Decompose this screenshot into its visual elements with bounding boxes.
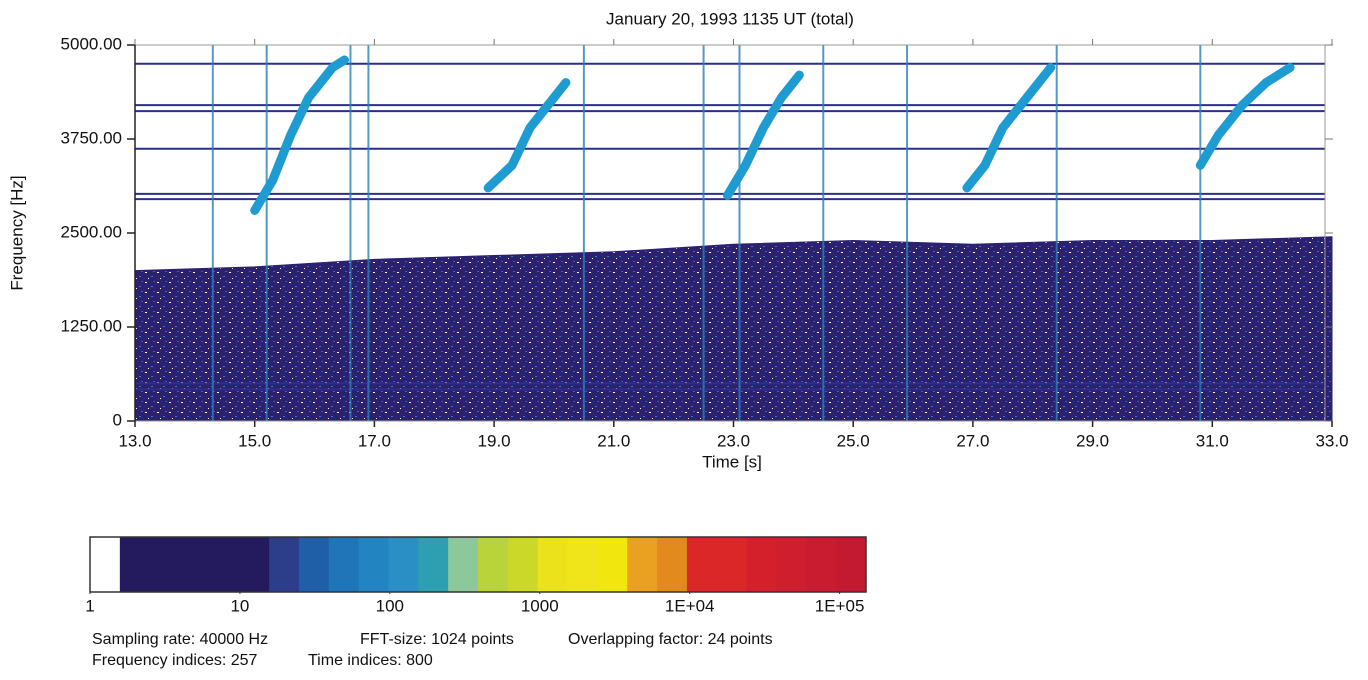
colorbar-cell <box>806 537 837 592</box>
colorbar-tick-label: 10 <box>230 596 249 615</box>
whistler-trace <box>962 63 1056 193</box>
y-tick-label: 0 <box>113 410 122 429</box>
x-tick-label: 33.0 <box>1315 431 1348 450</box>
chart-title: January 20, 1993 1135 UT (total) <box>606 9 854 28</box>
note: Sampling rate: 40000 Hz <box>92 631 268 648</box>
colorbar-cell <box>149 537 181 592</box>
colorbar-cell <box>119 537 151 592</box>
colorbar-cell <box>448 537 479 592</box>
y-tick-label: 5000.00 <box>61 34 122 53</box>
x-tick-label: 15.0 <box>238 431 271 450</box>
colorbar-frame <box>89 536 867 593</box>
colorbar: 1 10 100 1000 1E+04 1E+05 <box>85 536 867 615</box>
colorbar-cell <box>269 537 300 592</box>
colorbar-cell <box>478 537 509 592</box>
colorbar-cell <box>179 537 210 592</box>
x-tick-label: 29.0 <box>1076 431 1109 450</box>
note: Frequency indices: 257 <box>92 652 258 669</box>
colorbar-cell <box>90 537 121 592</box>
whistler-trace <box>250 55 349 215</box>
x-axis-label: Time [s] <box>702 452 762 471</box>
x-tick-label: 17.0 <box>358 431 391 450</box>
x-tick-label: 27.0 <box>956 431 989 450</box>
colorbar-cell <box>328 537 360 592</box>
colorbar-cell <box>418 537 449 592</box>
colorbar-cell <box>567 537 598 592</box>
x-tick-label: 25.0 <box>837 431 870 450</box>
y-tick-label: 3750.00 <box>61 128 122 147</box>
y-tick-label: 2500.00 <box>61 222 122 241</box>
plot-area <box>134 44 1333 422</box>
colorbar-cell <box>716 537 748 592</box>
colorbar-tick-label: 1E+04 <box>665 596 715 615</box>
colorbar-tick-label: 1E+05 <box>815 596 865 615</box>
noise-band <box>134 236 1333 422</box>
notes: Sampling rate: 40000 Hz FFT-size: 1024 po… <box>92 631 773 669</box>
note: Time indices: 800 <box>308 652 433 669</box>
colorbar-cell <box>358 537 389 592</box>
colorbar-cell <box>746 537 777 592</box>
x-tick-label: 23.0 <box>717 431 750 450</box>
x-tick-label: 31.0 <box>1196 431 1229 450</box>
colorbar-cell <box>209 537 240 592</box>
whistler-trace <box>1195 63 1295 170</box>
x-tick-label: 21.0 <box>597 431 630 450</box>
colorbar-cell <box>686 537 718 592</box>
colorbar-cell <box>657 537 688 592</box>
colorbar-cell <box>836 537 867 592</box>
note: FFT-size: 1024 points <box>360 631 514 648</box>
colorbar-cell <box>507 537 539 592</box>
colorbar-cell <box>776 537 807 592</box>
whistler-trace <box>483 78 571 193</box>
x-tick-label: 19.0 <box>478 431 511 450</box>
colorbar-cell <box>537 537 569 592</box>
note: Overlapping factor: 24 points <box>568 631 773 648</box>
y-axis-label: Frequency [Hz] <box>7 175 26 290</box>
colorbar-cell <box>298 537 330 592</box>
colorbar-cell <box>597 537 628 592</box>
colorbar-cell <box>627 537 658 592</box>
colorbar-cell <box>388 537 419 592</box>
x-tick-label: 13.0 <box>118 431 151 450</box>
colorbar-tick-label: 1000 <box>521 596 559 615</box>
y-tick-label: 1250.00 <box>61 316 122 335</box>
colorbar-tick-label: 1 <box>85 596 94 615</box>
colorbar-tick-label: 100 <box>376 596 404 615</box>
whistler-trace <box>723 70 804 200</box>
colorbar-cell <box>239 537 270 592</box>
